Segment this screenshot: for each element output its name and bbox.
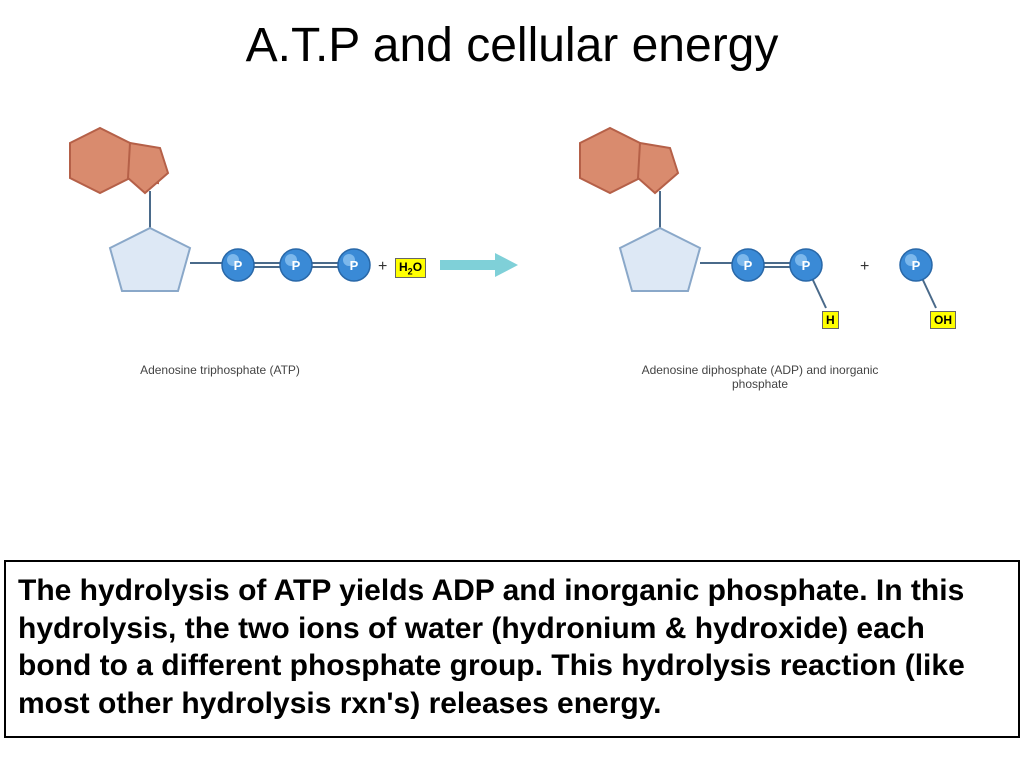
inorganic-phosphate-label: P: [912, 258, 921, 273]
ribose-pentagon-2: [620, 228, 700, 291]
adenine-pentagon-2: [638, 143, 678, 193]
phosphate-1-label: P: [234, 258, 243, 273]
page-title: A.T.P and cellular energy: [0, 0, 1024, 73]
plus-pi: +: [860, 258, 869, 276]
adp-phosphate-1-label: P: [744, 258, 753, 273]
adp-phosphate-2-label: P: [802, 258, 811, 273]
atp-caption: Adenosine triphosphate (ATP): [90, 363, 350, 377]
explanation-text: The hydrolysis of ATP yields ADP and ino…: [4, 560, 1020, 738]
adenine-hexagon: [70, 128, 130, 193]
ribose-pentagon: [110, 228, 190, 291]
hydrolysis-diagram: P P P + H2O P P P + H OH: [0, 83, 1024, 463]
plus-h2o: +: [378, 258, 387, 276]
atp-molecule: P P P: [20, 113, 400, 343]
phosphate-2-label: P: [292, 258, 301, 273]
reaction-arrow: [440, 251, 520, 281]
oh-label: OH: [930, 311, 956, 329]
h-label: H: [822, 311, 839, 329]
adp-caption: Adenosine diphosphate (ADP) and inorgani…: [620, 363, 900, 391]
h2o-label: H2O: [395, 258, 426, 278]
adenine-pentagon-full: [128, 143, 168, 193]
bond-pi-oh: [922, 278, 936, 308]
adenine-hexagon-2: [580, 128, 640, 193]
phosphate-3-label: P: [350, 258, 359, 273]
bond-p2-h: [812, 278, 826, 308]
